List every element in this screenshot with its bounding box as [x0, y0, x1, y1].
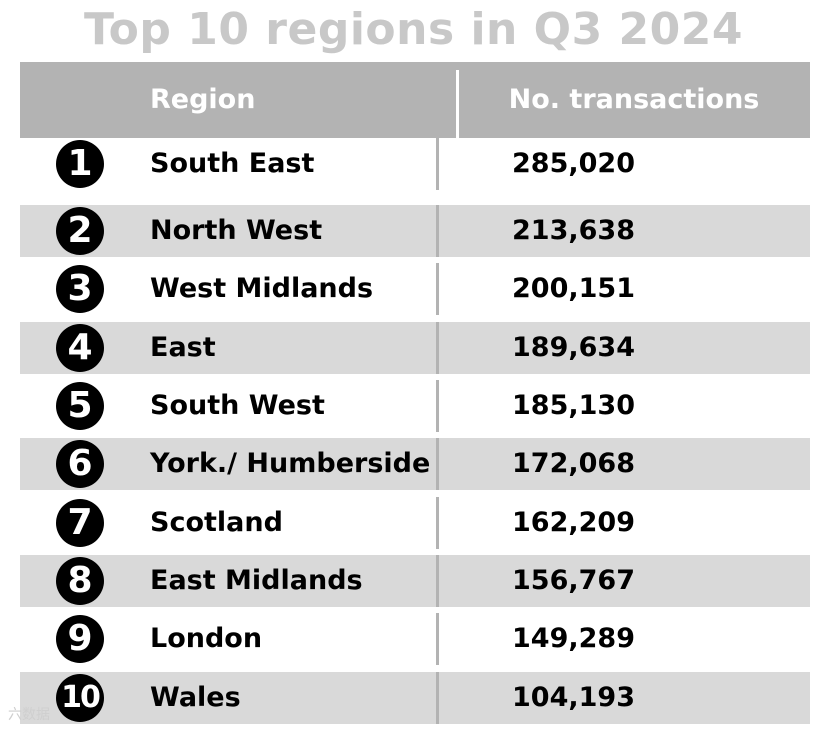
region-cell: London: [150, 623, 263, 654]
column-header-transactions: No. transactions: [508, 84, 760, 115]
column-header-region: Region: [150, 84, 256, 115]
watermark: 六数据: [8, 707, 50, 723]
region-cell: Wales: [150, 682, 241, 713]
column-divider: [436, 438, 439, 490]
table-row: 1 South East 285,020: [20, 138, 810, 190]
transactions-cell: 172,068: [512, 448, 635, 479]
table-header: Region No. transactions: [20, 62, 810, 138]
region-cell: West Midlands: [150, 273, 374, 304]
column-divider: [436, 613, 439, 665]
table-row: 4 East 189,634: [20, 322, 810, 374]
transactions-cell: 213,638: [512, 215, 635, 246]
transactions-cell: 162,209: [512, 507, 635, 538]
rank-badge: 4: [56, 324, 104, 372]
column-divider: [436, 322, 439, 374]
region-cell: East Midlands: [150, 565, 363, 596]
column-divider: [436, 263, 439, 315]
table-row: 3 West Midlands 200,151: [20, 263, 810, 315]
region-cell: North West: [150, 215, 323, 246]
transactions-cell: 149,289: [512, 623, 635, 654]
region-cell: South East: [150, 148, 315, 179]
table-row: 7 Scotland 162,209: [20, 497, 810, 549]
rank-badge: 9: [56, 615, 104, 663]
table-row: 6 York./ Humberside 172,068: [20, 438, 810, 490]
table-row: 10 Wales 104,193: [20, 672, 810, 724]
rank-badge: 8: [56, 557, 104, 605]
rank-badge: 10: [56, 674, 104, 722]
table-row: 5 South West 185,130: [20, 380, 810, 432]
rank-badge: 2: [56, 207, 104, 255]
rank-badge: 5: [56, 382, 104, 430]
transactions-cell: 104,193: [512, 682, 635, 713]
header-divider: [456, 70, 459, 138]
rank-badge: 3: [56, 265, 104, 313]
transactions-cell: 156,767: [512, 565, 635, 596]
column-divider: [436, 138, 439, 190]
rank-badge: 7: [56, 499, 104, 547]
column-divider: [436, 672, 439, 724]
column-divider: [436, 555, 439, 607]
column-divider: [436, 380, 439, 432]
table-row: 8 East Midlands 156,767: [20, 555, 810, 607]
region-cell: East: [150, 332, 216, 363]
transactions-cell: 285,020: [512, 148, 635, 179]
transactions-cell: 200,151: [512, 273, 635, 304]
rank-badge: 1: [56, 140, 104, 188]
transactions-cell: 185,130: [512, 390, 635, 421]
table-row: 9 London 149,289: [20, 613, 810, 665]
chart-title: Top 10 regions in Q3 2024: [84, 4, 743, 55]
rank-badge: 6: [56, 440, 104, 488]
table-row: 2 North West 213,638: [20, 205, 810, 257]
column-divider: [436, 205, 439, 257]
region-cell: South West: [150, 390, 325, 421]
column-divider: [436, 497, 439, 549]
transactions-cell: 189,634: [512, 332, 635, 363]
region-cell: York./ Humberside: [150, 448, 431, 479]
region-cell: Scotland: [150, 507, 283, 538]
